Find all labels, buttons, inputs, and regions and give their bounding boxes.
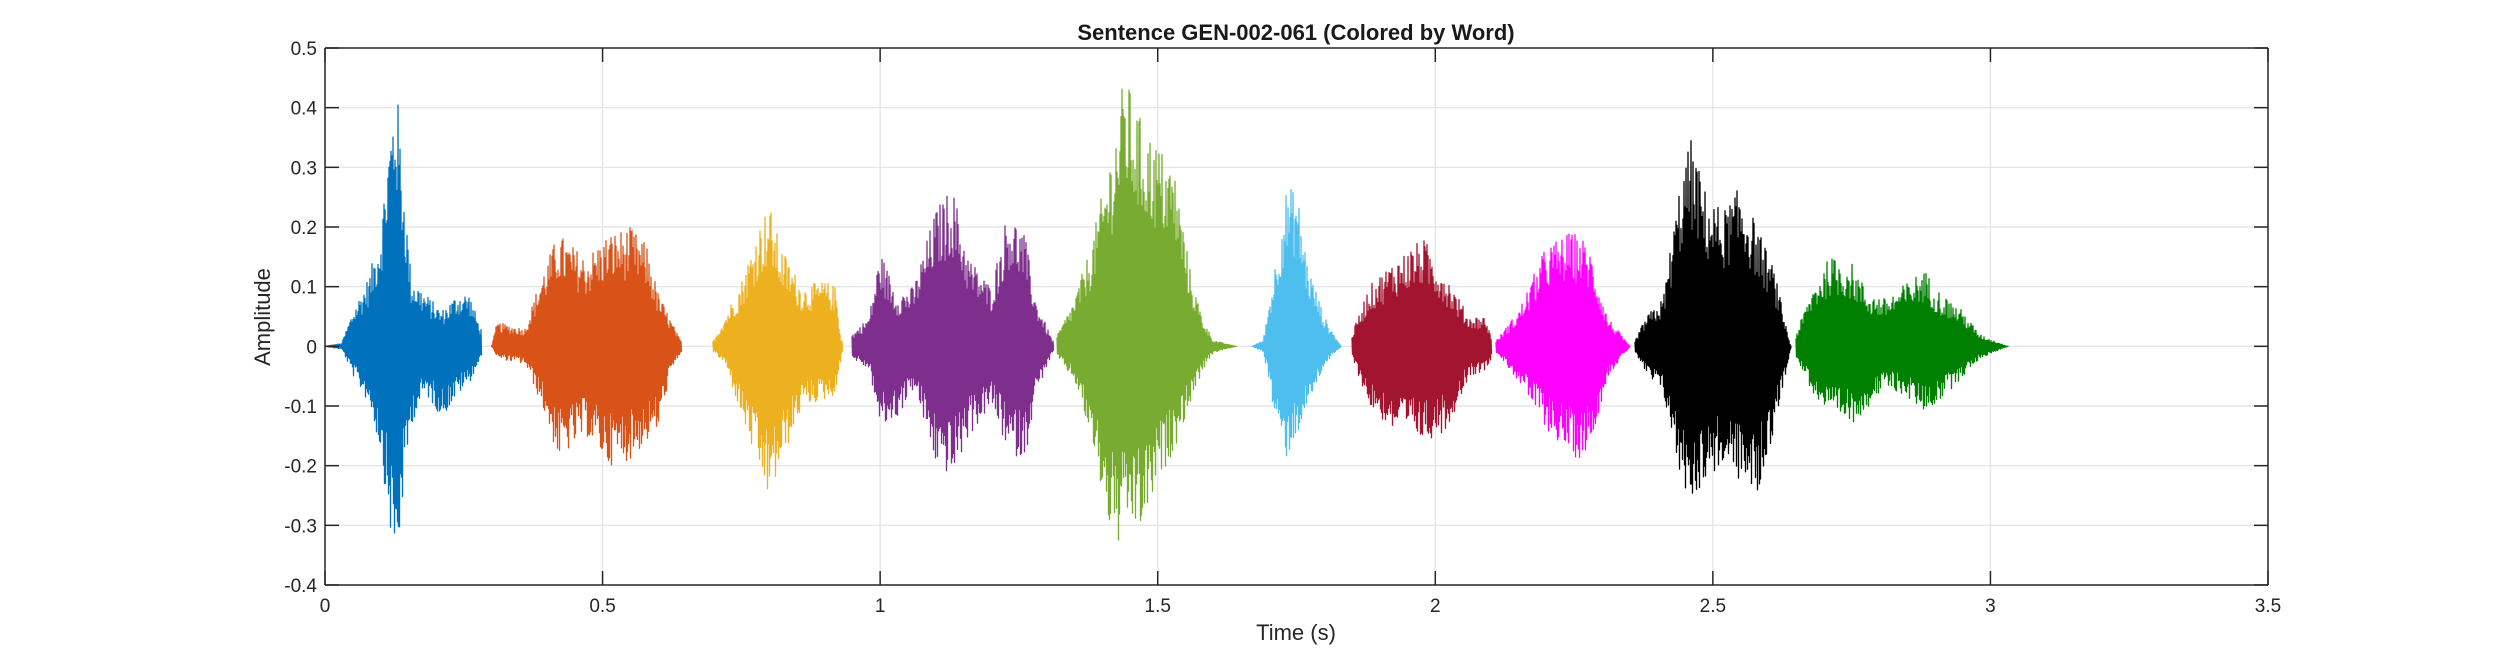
y-tick-label: -0.1 [284,397,317,418]
waveform-series-2 [490,227,683,466]
waveform-series-4 [851,195,1055,472]
y-tick-label: -0.4 [284,576,317,597]
x-tick-label: 0 [320,596,331,617]
x-tick-label: 3.5 [2255,596,2281,617]
x-tick-label: 0.5 [589,596,615,617]
waveform-series-group [324,88,2009,541]
y-tick-label: 0.1 [291,278,317,299]
axes: 0 0.5 1 1.5 2 2.5 3 3.5 -0.4 -0.3 -0.2 -0.1 0 0.1 0.2 0… [284,39,2281,617]
waveform-series-5 [1056,88,1237,541]
y-tick-label: 0.4 [291,99,318,120]
y-tick-label: -0.2 [284,457,317,478]
x-tick-label: 2.5 [1700,596,1726,617]
y-axis-title: Amplitude [250,268,275,366]
x-tick-label: 1 [875,596,886,617]
x-tick-label: 3 [1985,596,1996,617]
x-tick-label: 1.5 [1145,596,1171,617]
chart-title: Sentence GEN-002-061 (Colored by Word) [1077,20,1514,45]
waveform-series-8 [1495,233,1631,459]
x-tick-label: 2 [1430,596,1441,617]
waveform-series-9 [1634,140,1792,494]
waveform-series-3 [712,212,844,490]
y-tick-label: 0.2 [291,218,317,239]
y-tick-label: -0.3 [284,516,317,537]
waveform-series-1 [324,104,483,534]
x-axis-title: Time (s) [1256,620,1336,645]
y-tick-label: 0 [306,337,317,358]
y-tick-label: 0.3 [291,158,317,179]
waveform-series-6 [1251,189,1342,457]
waveform-series-10 [1795,258,2009,423]
y-tick-label: 0.5 [291,39,317,60]
waveform-series-7 [1351,240,1493,439]
